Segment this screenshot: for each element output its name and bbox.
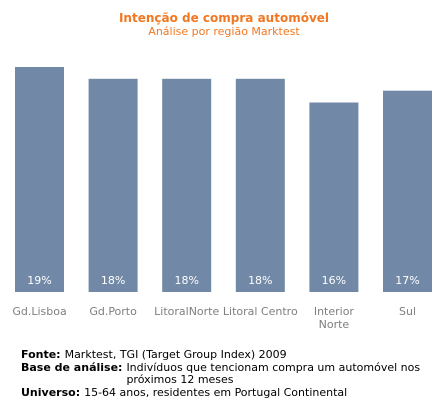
bar-chart: 19% Gd.Lisboa 18% Gd.Porto 18% LitoralNorte 18…: [12, 67, 432, 331]
category-label-3: Litoral Centro: [223, 305, 298, 318]
bar-0: [15, 67, 64, 292]
category-label-2: LitoralNorte: [154, 305, 219, 318]
footer-source: Fonte: Marktest, TGI (Target Group Index…: [21, 348, 431, 362]
value-label-5: 17%: [395, 274, 419, 287]
value-label-2: 18%: [174, 274, 198, 287]
bar-4: [309, 102, 359, 292]
category-label-5: Sul: [399, 305, 416, 318]
universe-label: Universo:: [21, 385, 81, 399]
base-label: Base de análise:: [21, 360, 123, 374]
footer-universe: Universo: 15-64 anos, residentes em Port…: [21, 385, 431, 400]
chart-footer: Fonte: Marktest, TGI (Target Group Index…: [21, 348, 431, 400]
chart-subtitle: Análise por região Marktest: [148, 25, 300, 38]
bar-2: [162, 78, 212, 292]
category-label-4-line-1: Norte: [319, 318, 350, 331]
category-label-4-line-0: Interior: [314, 305, 355, 318]
chart-title: Intenção de compra automóvel: [118, 11, 330, 25]
value-label-3: 18%: [248, 274, 272, 287]
bar-5: [383, 90, 432, 292]
value-label-1: 18%: [101, 274, 125, 287]
category-label-0: Gd.Lisboa: [12, 305, 66, 318]
category-label-1: Gd.Porto: [89, 305, 137, 318]
value-label-0: 19%: [27, 274, 51, 287]
bar-3: [235, 78, 285, 292]
bar-1: [88, 78, 138, 292]
universe-text: 15-64 anos, residentes em Portugal Conti…: [84, 385, 348, 399]
source-label: Fonte:: [21, 348, 61, 361]
base-text: Indivíduos que tencionam compra um autom…: [126, 360, 421, 386]
footer-base: Base de análise: Indivíduos que tenciona…: [21, 360, 431, 387]
value-label-4: 16%: [322, 274, 346, 287]
source-text: Marktest, TGI (Target Group Index) 2009: [64, 348, 287, 361]
